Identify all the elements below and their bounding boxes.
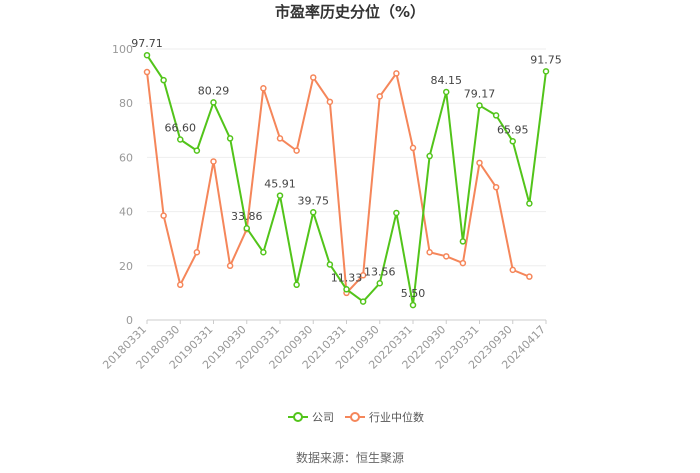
data-label: 5.50 — [401, 287, 426, 300]
data-point — [359, 298, 367, 305]
series-layer — [143, 51, 550, 309]
data-point — [542, 68, 550, 75]
data-point — [177, 136, 184, 143]
data-point — [459, 259, 467, 267]
data-point — [226, 135, 234, 142]
data-label: 80.29 — [198, 84, 230, 97]
y-tick-label: 40 — [119, 206, 133, 219]
data-point — [443, 253, 450, 260]
data-label: 84.15 — [431, 74, 463, 87]
chart-title: 市盈率历史分位（%） — [275, 3, 425, 21]
data-point — [343, 286, 350, 293]
data-point — [276, 135, 284, 142]
data-point — [526, 200, 533, 207]
legend-item[interactable]: 公司 — [288, 411, 334, 424]
data-point — [143, 51, 151, 59]
y-tick-label: 80 — [119, 97, 133, 110]
data-point — [310, 209, 317, 216]
data-point — [376, 280, 383, 287]
data-point — [509, 138, 516, 145]
data-point — [260, 249, 267, 256]
data-point — [393, 70, 400, 77]
data-point — [509, 266, 516, 274]
data-point — [210, 158, 217, 165]
data-label: 97.71 — [131, 37, 163, 50]
legend-label: 公司 — [312, 411, 334, 424]
data-point — [143, 68, 151, 76]
data-point — [293, 147, 300, 154]
data-point — [310, 74, 317, 81]
data-label: 45.91 — [264, 178, 296, 191]
data-label: 33.86 — [231, 210, 263, 223]
data-point — [326, 261, 334, 268]
data-point — [276, 192, 284, 199]
y-tick-label: 60 — [119, 151, 133, 164]
data-point — [260, 85, 267, 92]
legend-swatch-marker — [350, 412, 360, 422]
data-point — [526, 273, 533, 280]
y-tick-label: 100 — [112, 43, 133, 56]
data-point — [326, 98, 334, 106]
y-tick-label: 0 — [126, 314, 133, 327]
data-point — [243, 224, 250, 232]
data-label: 11.33 — [331, 271, 363, 284]
data-label: 91.75 — [530, 53, 562, 66]
data-label: 39.75 — [298, 194, 330, 207]
data-point — [476, 159, 483, 167]
data-point — [210, 99, 217, 106]
data-point — [409, 144, 417, 152]
data-point — [359, 272, 367, 279]
data-point — [443, 88, 450, 96]
series-line-industry — [146, 71, 530, 294]
x-axis: 2018033120180930201903312019093020200331… — [100, 320, 548, 372]
data-point — [476, 102, 483, 109]
data-source: 数据来源：恒生聚源 — [296, 450, 404, 465]
data-point — [426, 152, 433, 160]
legend[interactable]: 公司 行业中位数 — [288, 410, 424, 424]
data-point — [459, 238, 467, 245]
data-label: 13.56 — [364, 265, 396, 278]
y-tick-label: 20 — [119, 260, 133, 273]
data-point — [160, 212, 167, 219]
legend-swatch-marker — [293, 412, 303, 422]
y-axis: 0 20 40 60 80 100 — [112, 43, 133, 327]
data-label: 79.17 — [464, 87, 496, 100]
data-point — [393, 209, 400, 217]
data-point — [426, 249, 433, 256]
data-label: 65.95 — [497, 123, 529, 136]
data-point — [177, 281, 184, 289]
data-point — [376, 93, 383, 100]
data-point — [193, 147, 201, 154]
data-point — [492, 112, 500, 119]
legend-label: 行业中位数 — [369, 410, 424, 424]
data-point — [492, 183, 500, 191]
data-point — [293, 281, 300, 289]
data-point — [226, 262, 234, 270]
data-point — [160, 76, 167, 84]
data-point — [409, 301, 417, 309]
data-label: 66.60 — [165, 122, 197, 135]
data-point — [193, 249, 201, 256]
legend-item[interactable]: 行业中位数 — [345, 410, 424, 424]
